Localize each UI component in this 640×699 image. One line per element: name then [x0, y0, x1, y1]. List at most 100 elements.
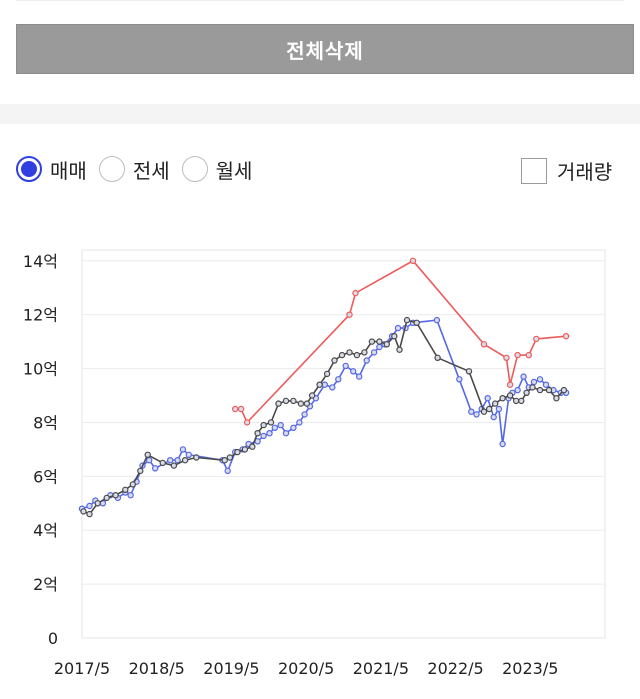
data-point [290, 424, 297, 431]
series-2 [231, 257, 570, 426]
radio-jeonse-circle[interactable] [98, 156, 125, 182]
data-point [282, 429, 290, 437]
section-gap [0, 104, 640, 124]
data-point [383, 341, 390, 348]
y-tick-label: 12억 [23, 306, 58, 325]
data-point [520, 373, 527, 380]
y-tick-label: 14억 [23, 252, 58, 271]
data-point [512, 397, 520, 405]
data-point [346, 349, 353, 356]
radio-monthly-rent-circle[interactable] [181, 156, 208, 182]
data-point [296, 419, 303, 426]
data-point [484, 394, 491, 402]
data-point [545, 386, 553, 394]
data-point [271, 424, 278, 431]
radio-jeonse[interactable]: 전세 [98, 155, 170, 184]
data-point [144, 451, 151, 458]
data-point [241, 446, 249, 453]
data-point [394, 324, 402, 332]
data-point [103, 494, 110, 502]
data-point [331, 357, 338, 364]
data-point [562, 332, 570, 340]
data-point [368, 338, 376, 345]
data-point [193, 454, 200, 461]
data-point [356, 373, 363, 380]
top-area: 전체삭제 [0, 0, 640, 104]
data-point [231, 405, 239, 413]
radio-monthly-rent-label: 월세 [215, 158, 253, 183]
y-tick-label: 0 [48, 629, 58, 648]
data-point [506, 381, 514, 388]
volume-checkbox[interactable]: 거래량 [521, 156, 612, 185]
volume-checkbox-label: 거래량 [557, 160, 613, 184]
data-point [234, 448, 241, 456]
data-point [518, 397, 525, 405]
data-point [353, 351, 361, 359]
data-point [321, 381, 328, 388]
data-point [290, 397, 297, 405]
chart-series [78, 257, 570, 518]
data-point [533, 335, 540, 343]
data-point [391, 332, 398, 340]
data-point [260, 432, 267, 440]
x-tick-label: 2020/5 [278, 659, 334, 678]
data-point [221, 456, 228, 464]
data-point [492, 400, 499, 407]
data-point [456, 376, 463, 383]
x-tick-label: 2018/5 [129, 659, 185, 678]
plot-frame [81, 249, 606, 639]
data-point [499, 440, 506, 448]
data-point [486, 405, 493, 413]
data-point [335, 376, 342, 383]
radio-sale-circle[interactable] [16, 156, 42, 182]
data-point [413, 319, 420, 327]
radio-monthly-rent[interactable]: 월세 [181, 155, 253, 184]
data-point [316, 381, 323, 388]
data-point [350, 368, 357, 375]
data-point [129, 481, 136, 488]
x-tick-label: 2017/5 [54, 659, 110, 678]
volume-checkbox-box[interactable] [521, 157, 547, 184]
data-point [468, 408, 475, 415]
data-point [542, 381, 550, 388]
y-tick-label: 8억 [33, 413, 58, 432]
x-tick-label: 2021/5 [353, 659, 409, 678]
data-point [282, 397, 290, 405]
data-point [323, 370, 331, 378]
data-point [338, 351, 346, 359]
data-point [529, 384, 536, 391]
data-point [403, 316, 411, 324]
x-axis-ticks: 2017/5 2018/5 2019/5 2020/5 2021/5 2022/5 2023… [54, 659, 559, 678]
data-point [553, 394, 560, 402]
x-tick-label: 2022/5 [427, 659, 483, 678]
data-point [536, 386, 544, 394]
y-tick-label: 6억 [33, 467, 58, 486]
data-point [179, 446, 187, 453]
data-point [166, 456, 174, 464]
data-point [159, 459, 166, 467]
data-point [433, 316, 441, 324]
data-point [525, 351, 533, 359]
data-point [499, 394, 506, 402]
data-point [127, 492, 134, 499]
data-point [523, 389, 530, 396]
radio-sale[interactable]: 매매 [16, 155, 87, 184]
data-point [490, 413, 497, 421]
price-chart: 0 2억 4억 6억 8억 10억 12억 14억 2017/5 2018/5 2019/5 202… [23, 249, 606, 678]
data-point [80, 508, 87, 515]
data-point [352, 289, 359, 297]
data-point [465, 368, 473, 375]
series-1 [80, 316, 568, 518]
delete-all-button[interactable]: 전체삭제 [16, 24, 634, 74]
x-tick-label: 2023/5 [502, 659, 558, 678]
data-point [363, 357, 370, 364]
data-point [301, 411, 308, 418]
radio-jeonse-label: 전세 [132, 158, 170, 183]
data-point [277, 421, 284, 429]
data-point [514, 386, 521, 394]
data-point [506, 392, 514, 399]
data-point [495, 405, 503, 413]
data-point [361, 349, 368, 356]
x-tick-label: 2019/5 [203, 659, 259, 678]
data-point [530, 378, 538, 386]
